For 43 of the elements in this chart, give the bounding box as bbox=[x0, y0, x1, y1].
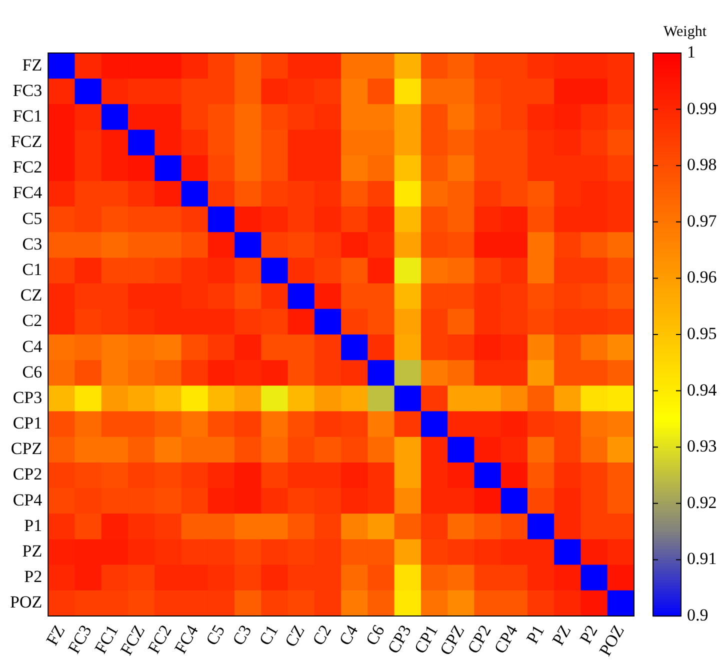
color-bar-label: 0.92 bbox=[687, 492, 717, 512]
y-tick-label: CPZ bbox=[10, 439, 42, 458]
y-tick-label: FZ bbox=[22, 55, 42, 74]
y-tick-label: CZ bbox=[20, 286, 42, 305]
color-bar-label: 0.94 bbox=[687, 380, 718, 400]
x-tick-label: C5 bbox=[202, 622, 229, 649]
x-tick-label: P1 bbox=[522, 622, 548, 647]
y-tick-label: CP2 bbox=[12, 464, 42, 484]
y-tick-label: C6 bbox=[22, 362, 42, 382]
y-tick-label: P2 bbox=[24, 567, 42, 586]
y-tick-label: FC1 bbox=[12, 106, 42, 126]
color-bar-label: 0.93 bbox=[687, 436, 717, 456]
y-tick-label: C1 bbox=[22, 260, 42, 279]
color-bar-label: 0.95 bbox=[687, 324, 717, 343]
y-tick-label: CP4 bbox=[12, 490, 43, 510]
x-tick-label: C2 bbox=[308, 622, 336, 649]
x-tick-label: C3 bbox=[228, 622, 256, 649]
y-tick-label: C5 bbox=[22, 208, 42, 228]
color-bar-label: 0.99 bbox=[687, 98, 717, 118]
y-tick-label: C4 bbox=[22, 336, 43, 356]
y-tick-label: C2 bbox=[22, 311, 42, 330]
color-bar-title: Weight bbox=[664, 24, 708, 40]
x-tick-label: C4 bbox=[335, 621, 362, 649]
color-bar-label: 0.97 bbox=[687, 211, 718, 230]
y-tick-label: C3 bbox=[22, 234, 42, 254]
color-bar-label: 0.96 bbox=[687, 268, 717, 287]
y-tick-label: CP3 bbox=[12, 388, 42, 407]
y-tick-label: CP1 bbox=[12, 414, 42, 433]
x-tick-label: PZ bbox=[548, 622, 575, 649]
y-tick-label: FC4 bbox=[12, 183, 43, 202]
y-tick-label: FCZ bbox=[10, 132, 42, 152]
color-bar-label: 0.9 bbox=[687, 605, 708, 624]
color-bar-label: 0.91 bbox=[687, 549, 717, 568]
y-tick-label: PZ bbox=[22, 541, 42, 560]
x-tick-label: P2 bbox=[576, 622, 602, 647]
y-tick-label: POZ bbox=[10, 592, 42, 612]
y-tick-label: FC3 bbox=[12, 80, 42, 100]
color-bar-label: 0.98 bbox=[687, 155, 717, 174]
y-tick-label: P1 bbox=[24, 516, 42, 535]
y-tick-label: FC2 bbox=[12, 158, 42, 177]
color-bar-label: 1 bbox=[687, 42, 696, 62]
x-tick-label: CZ bbox=[281, 622, 308, 650]
x-tick-label: C1 bbox=[255, 622, 282, 649]
